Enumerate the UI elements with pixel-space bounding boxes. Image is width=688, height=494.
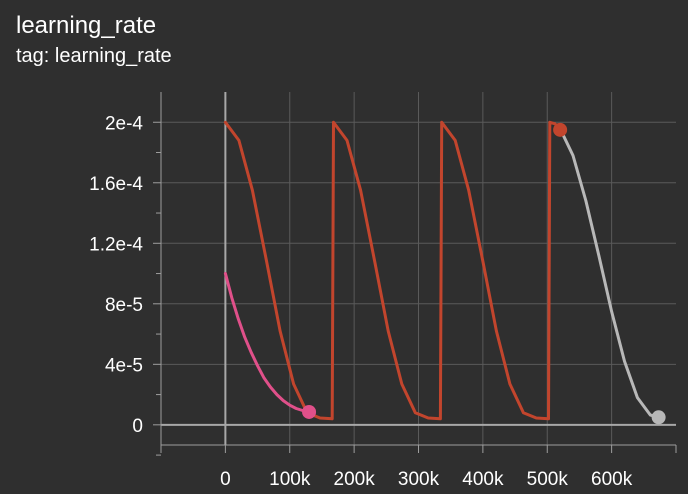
series-line: [560, 131, 661, 419]
y-tick-label: 1.2e-4: [89, 234, 143, 255]
series-line: [223, 272, 311, 414]
y-tick-label: 4e-5: [105, 355, 143, 376]
series-end-marker: [302, 404, 317, 419]
x-tick-label: 600k: [591, 469, 633, 490]
tick-labels: 0 4e-5 8e-5 1.2e-4 1.6e-4 2e-4 0 100k 200k 300k 40…: [89, 113, 633, 490]
series-end-marker: [553, 122, 568, 137]
x-tick-label: 0: [220, 469, 231, 490]
y-tick-label: 8e-5: [105, 295, 143, 316]
x-tick-label: 300k: [398, 469, 440, 490]
x-tick-label: 200k: [334, 469, 376, 490]
x-tick-label: 100k: [269, 469, 311, 490]
y-tick-label: 2e-4: [105, 113, 143, 134]
y-tick-label: 0: [132, 416, 143, 437]
grid: [161, 92, 676, 445]
chart-tag-subtitle: tag: learning_rate: [16, 45, 172, 67]
y-tick-label: 1.6e-4: [89, 174, 143, 195]
axes: [153, 92, 677, 456]
series-end-marker: [651, 410, 666, 425]
series-group: [223, 120, 666, 425]
series-line: [223, 120, 562, 421]
x-tick-label: 500k: [527, 469, 569, 490]
x-tick-label: 400k: [462, 469, 504, 490]
chart-title: learning_rate: [16, 12, 157, 39]
